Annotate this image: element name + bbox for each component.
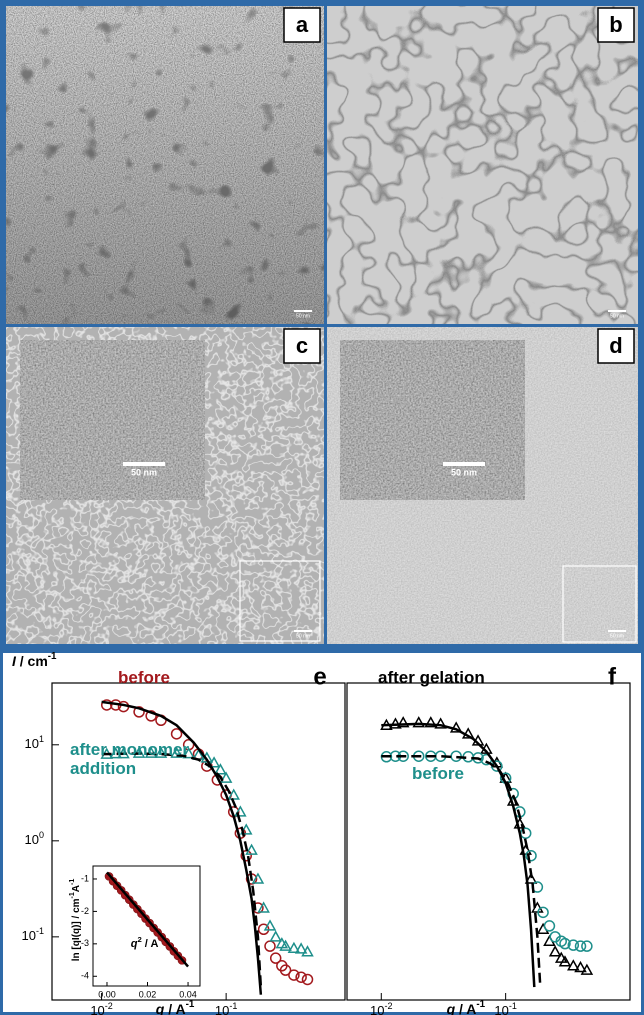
label-part: / A [142, 938, 159, 950]
tick-base: 10 [25, 832, 39, 847]
inset-x-tick-label: 0.00 [98, 989, 116, 999]
series-name: before [412, 764, 492, 783]
label-part: -1 [476, 999, 485, 1010]
inset-y-tick-label: -4 [81, 971, 89, 981]
micrograph-b [327, 6, 638, 324]
inset-scale-bar [123, 462, 165, 466]
tick-exponent: 0 [39, 830, 44, 840]
tick-exponent: -2 [105, 1001, 113, 1011]
scale-bar [294, 630, 312, 632]
tick-base: 10 [22, 928, 36, 943]
panel-label: d [609, 333, 622, 358]
scale-bar [608, 630, 626, 632]
chart-label: f [608, 663, 617, 690]
scale-bar [294, 310, 312, 312]
label-part: -1 [69, 879, 76, 885]
inset-x-tick-label: 0.02 [139, 989, 157, 999]
scale-bar-label: 50 nm [296, 313, 310, 319]
series-name: after monomer addition [70, 740, 220, 778]
tick-exponent: -2 [385, 1001, 393, 1011]
tick-exponent: 1 [39, 734, 44, 744]
inset-y-tick-label: -2 [81, 906, 89, 916]
micrograph-a-shade [6, 6, 324, 324]
label-part: -1 [186, 999, 195, 1010]
label-part: -1 [48, 651, 57, 662]
series-name: after gelation [378, 668, 518, 687]
tick-base: 10 [25, 736, 39, 751]
chart-label: e [313, 663, 326, 690]
panel-label: b [609, 12, 622, 37]
label-part: / A [455, 1001, 476, 1015]
tick-exponent: -1 [36, 926, 44, 936]
scale-bar-label: 50 nm [610, 313, 624, 319]
micrograph-grid: a 50 nm b 50 nm c 50 nm 50 nm d 50 nm 50 nm [0, 0, 644, 650]
series-name: before [118, 668, 238, 687]
label-part: / cm [16, 653, 48, 669]
scale-bar-label: 50 nm [296, 633, 310, 639]
tick-base: 10 [90, 1003, 104, 1015]
tick-exponent: -1 [509, 1001, 517, 1011]
scale-bar-label: 50 nm [610, 633, 624, 639]
inset-scale-bar-label: 50 nm [131, 467, 157, 477]
panel-label: a [296, 12, 309, 37]
inset-scale-bar-label: 50 nm [451, 467, 477, 477]
inset-x-tick-label: 0.04 [179, 989, 197, 999]
label-part: / A [164, 1001, 185, 1015]
label-part: ln [qI(q)] / cm [71, 898, 82, 961]
inset-y-label: ln [qI(q)] / cm-1A-1 [69, 879, 81, 962]
inset-y-tick-label: -1 [81, 873, 89, 883]
label-part: A [71, 885, 82, 892]
figure: a50 nmb50 nmc50 nm50 nmd50 nm50 nm 10-21… [0, 0, 644, 1015]
tick-exponent: -1 [229, 1001, 237, 1011]
tick-base: 10 [370, 1003, 384, 1015]
tick-base: 10 [215, 1003, 229, 1015]
inset-scale-bar [443, 462, 485, 466]
inset-d [340, 340, 525, 500]
inset-c [20, 340, 205, 500]
panel-label: c [296, 333, 308, 358]
tick-base: 10 [494, 1003, 508, 1015]
scale-bar [608, 310, 626, 312]
inset-y-tick-label: -3 [81, 938, 89, 948]
